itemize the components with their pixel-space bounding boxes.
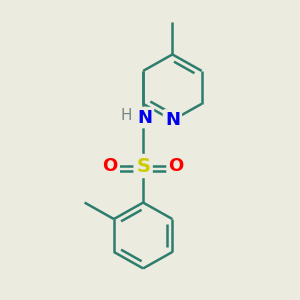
Text: N: N: [165, 111, 180, 129]
Text: N: N: [137, 109, 152, 127]
Text: O: O: [103, 157, 118, 175]
Text: O: O: [168, 157, 184, 175]
Text: H: H: [121, 108, 132, 123]
Text: S: S: [136, 157, 150, 175]
